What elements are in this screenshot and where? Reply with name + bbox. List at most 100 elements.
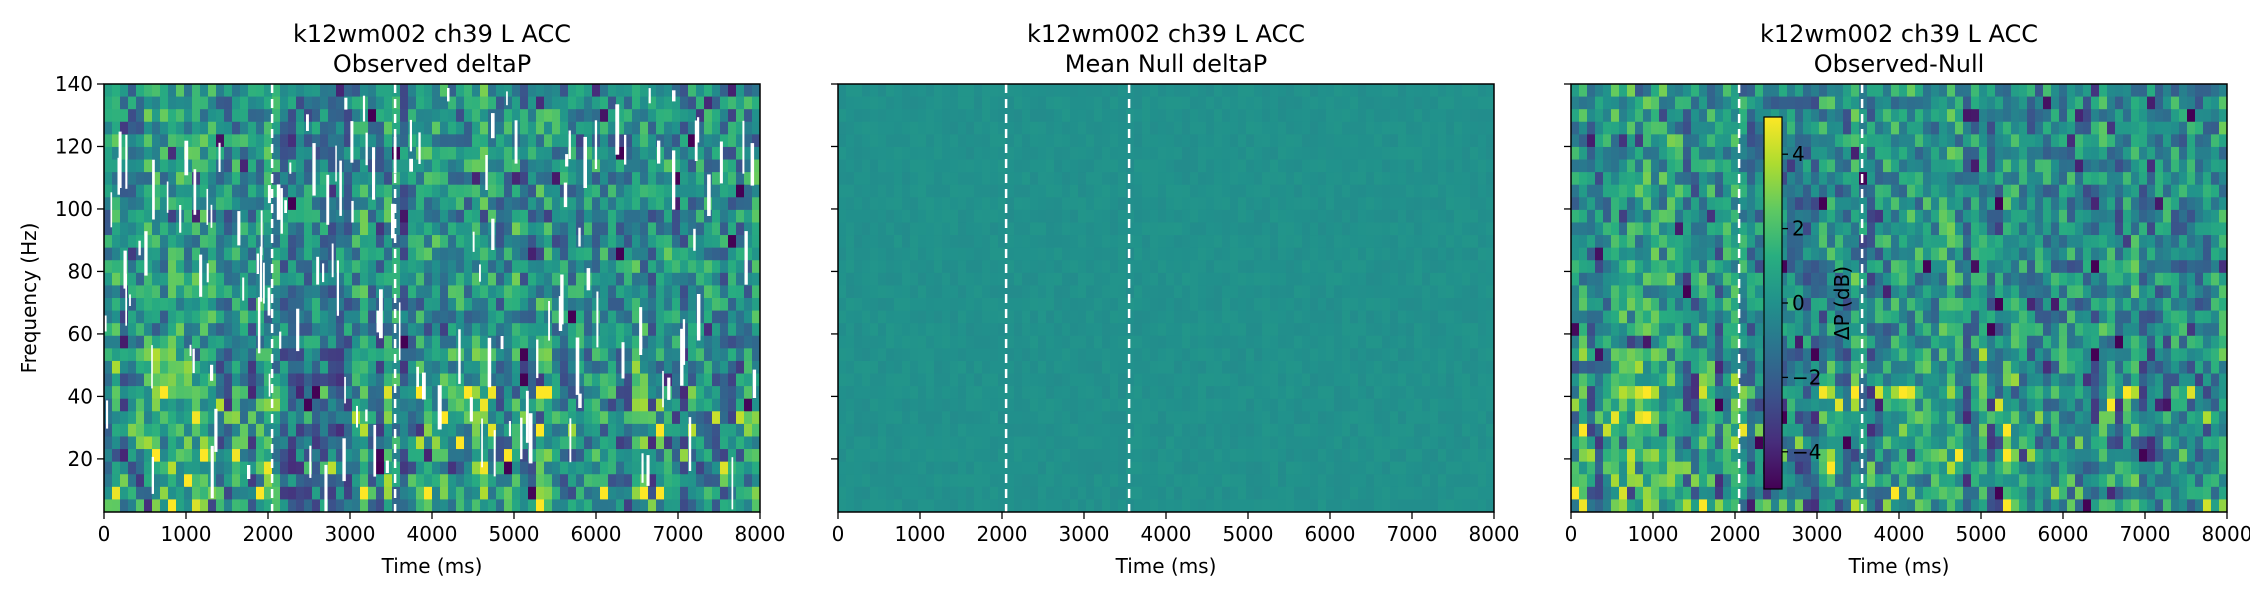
heatmap-cell (104, 423, 113, 438)
heatmap-cell (480, 298, 489, 312)
heatmap-cell (752, 209, 760, 224)
heatmap-cell (360, 197, 369, 211)
heatmap-cell (240, 449, 249, 463)
heatmap-cell (1414, 260, 1423, 274)
heatmap-cell (512, 461, 521, 475)
heatmap-cell (854, 285, 863, 299)
heatmap-cell (472, 486, 481, 501)
heatmap-cell (1414, 285, 1423, 299)
heatmap-cell (560, 499, 569, 512)
heatmap-cell (1382, 172, 1391, 186)
heatmap-cell (1134, 360, 1143, 375)
heatmap-cell (456, 423, 465, 438)
heatmap-cell (1182, 222, 1191, 236)
heatmap-cell (224, 298, 233, 312)
heatmap-cell (1014, 285, 1023, 299)
heatmap-cell (120, 172, 129, 186)
heatmap-cell (448, 197, 457, 211)
heatmap-cell (1006, 323, 1015, 337)
heatmap-cell (1310, 184, 1319, 198)
heatmap-cell (304, 449, 313, 463)
heatmap-cell (416, 109, 425, 123)
heatmap-cell (1294, 285, 1303, 299)
heatmap-cell (120, 184, 129, 198)
heatmap-cell (1086, 222, 1095, 236)
heatmap-cell (1302, 197, 1311, 211)
heatmap-cell (1230, 121, 1239, 135)
heatmap-cell (1246, 298, 1255, 312)
heatmap-cell (544, 486, 553, 501)
heatmap-cell (120, 84, 129, 98)
heatmap-cell (304, 247, 313, 261)
heatmap-cell (1238, 134, 1247, 148)
heatmap-cell (344, 386, 353, 400)
heatmap-cell (934, 386, 943, 400)
heatmap-cell (272, 461, 281, 475)
heatmap-cell (1006, 134, 1015, 148)
heatmap-cell (1470, 96, 1479, 110)
heatmap-cell (144, 247, 153, 261)
heatmap-cell (608, 272, 617, 287)
heatmap-cell (488, 184, 497, 198)
heatmap-cell (1038, 360, 1047, 375)
heatmap-cell (248, 197, 257, 211)
heatmap-cell (312, 159, 321, 173)
heatmap-cell (752, 486, 760, 501)
heatmap-cell (248, 310, 257, 324)
heatmap-cell (1246, 84, 1255, 98)
heatmap-cell (918, 335, 927, 349)
heatmap-cell (608, 109, 617, 123)
heatmap-cell (160, 461, 169, 475)
heatmap-cell (1246, 109, 1255, 123)
heatmap-cell (568, 109, 577, 123)
heatmap-cell (632, 96, 641, 110)
heatmap-cell (480, 272, 489, 287)
heatmap-cell (272, 298, 281, 312)
heatmap-cell (1286, 184, 1295, 198)
heatmap-cell (312, 323, 321, 337)
heatmap-cell (854, 260, 863, 274)
heatmap-cell (1374, 272, 1383, 287)
heatmap-cell (1038, 96, 1047, 110)
heatmap-cell (648, 172, 657, 186)
heatmap-cell (248, 272, 257, 287)
heatmap-cell (1014, 146, 1023, 161)
heatmap-cell (296, 449, 305, 463)
panel-title-line1: k12wm002 ch39 L ACC (293, 20, 571, 48)
heatmap-cell (720, 260, 729, 274)
heatmap-cell (846, 184, 855, 198)
heatmap-cell (344, 449, 353, 463)
heatmap-cell (416, 449, 425, 463)
heatmap-cell (688, 121, 697, 135)
heatmap-cell (136, 398, 145, 412)
heatmap-cell (536, 272, 545, 287)
heatmap-cell (536, 474, 545, 488)
heatmap-cell (1438, 184, 1447, 198)
heatmap-cell (966, 109, 975, 123)
heatmap-cell (1446, 146, 1455, 161)
heatmap-cell (1150, 298, 1159, 312)
heatmap-cell (560, 298, 569, 312)
heatmap-cell (200, 499, 209, 512)
heatmap-cell (112, 84, 121, 98)
heatmap-cell (1102, 373, 1111, 387)
heatmap-cell (552, 373, 561, 387)
heatmap-cell (304, 134, 313, 148)
heatmap-cell (1038, 285, 1047, 299)
heatmap-cell (376, 172, 385, 186)
heatmap-cell (1454, 323, 1463, 337)
heatmap-cell (1326, 172, 1335, 186)
heatmap-cell (910, 235, 919, 249)
heatmap-cell (648, 310, 657, 324)
heatmap-cell (336, 260, 345, 274)
heatmap-cell (720, 436, 729, 450)
heatmap-cell (464, 184, 473, 198)
heatmap-cell (1390, 184, 1399, 198)
heatmap-cell (838, 323, 847, 337)
heatmap-cell (184, 272, 193, 287)
heatmap-cell (1414, 209, 1423, 224)
heatmap-cell (384, 373, 393, 387)
heatmap-cell (744, 222, 753, 236)
heatmap-cell (862, 260, 871, 274)
heatmap-cell (472, 197, 481, 211)
